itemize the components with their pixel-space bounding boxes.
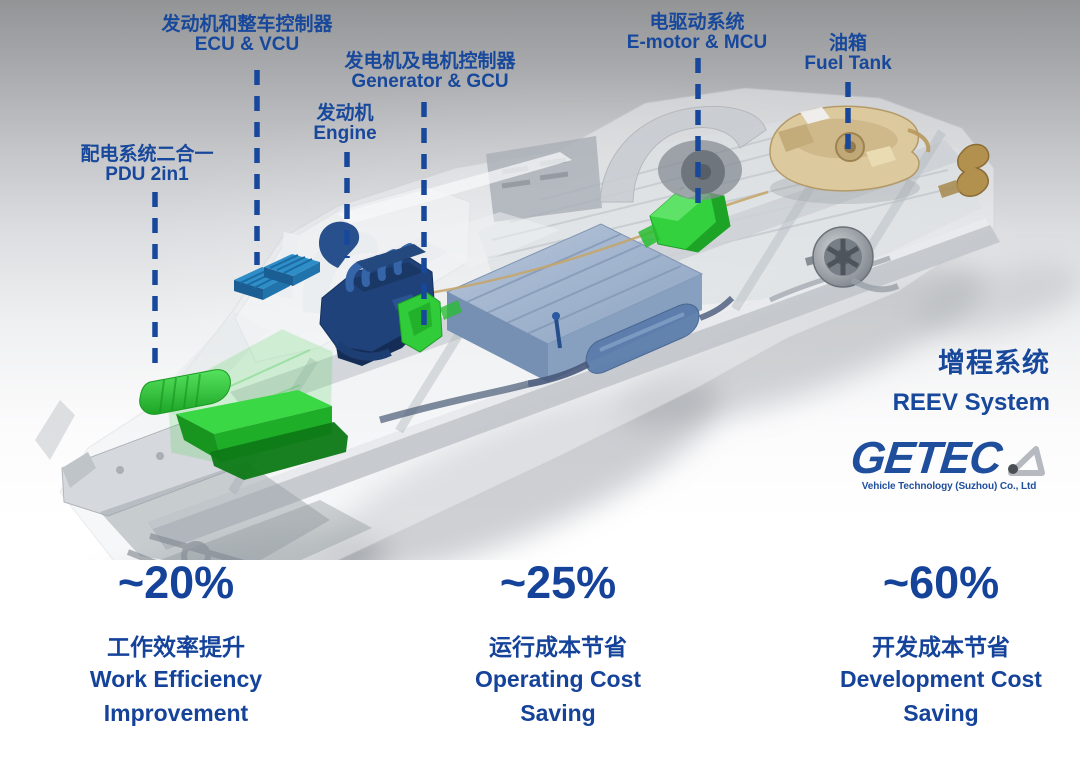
stat-work-efficiency-en1: Work Efficiency xyxy=(89,666,263,692)
callout-engine-zh: 发动机 xyxy=(316,103,374,124)
brake-drum xyxy=(768,226,900,303)
callout-fuel-tank-zh: 油箱 xyxy=(828,33,867,54)
stat-development-cost: ~60% 开发成本节省 Development Cost Saving xyxy=(840,558,1042,730)
logo-wordmark: GETEC xyxy=(848,432,1004,483)
callout-fuel-tank-en: Fuel Tank xyxy=(804,53,892,74)
callout-pdu-zh: 配电系统二合一 xyxy=(80,144,214,165)
stat-operating-cost-en1: Operating Cost xyxy=(474,666,642,692)
system-title-zh: 增程系统 xyxy=(938,348,1050,378)
system-title-en: REEV System xyxy=(892,389,1050,416)
fuel-tank-unit xyxy=(769,105,931,204)
stat-operating-cost-en2: Saving xyxy=(520,700,596,726)
stat-operating-cost: ~25% 运行成本节省 Operating Cost Saving xyxy=(475,558,641,730)
callout-lines xyxy=(152,58,851,373)
callout-generator-gcu: 发电机及电机控制器 Generator & GCU xyxy=(344,52,515,92)
system-title: 增程系统 REEV System xyxy=(893,348,1050,416)
callout-emotor-mcu: 电驱动系统 E-motor & MCU xyxy=(627,13,767,53)
logo-swoosh-icon xyxy=(1008,446,1046,476)
logo-subtitle: Vehicle Technology (Suzhou) Co., Ltd xyxy=(861,481,1037,492)
stat-work-efficiency-zh: 工作效率提升 xyxy=(106,634,245,660)
stat-development-cost-value: ~60% xyxy=(882,557,1000,608)
tow-hook xyxy=(938,143,990,198)
stat-work-efficiency: ~20% 工作效率提升 Work Efficiency Improvement xyxy=(90,558,262,730)
callout-emotor-mcu-zh: 电驱动系统 xyxy=(649,12,745,33)
chassis-illustration xyxy=(35,58,1080,560)
ecu-vcu-boxes xyxy=(234,254,320,300)
callout-engine-en: Engine xyxy=(313,123,377,144)
getec-logo: GETEC Vehicle Technology (Suzhou) Co., L… xyxy=(844,432,1054,492)
stat-operating-cost-value: ~25% xyxy=(499,557,617,608)
callout-engine: 发动机 Engine xyxy=(313,104,376,144)
stat-development-cost-zh: 开发成本节省 xyxy=(872,634,1010,660)
callout-fuel-tank: 油箱 Fuel Tank xyxy=(804,34,891,74)
callout-generator-gcu-en: Generator & GCU xyxy=(351,71,509,92)
callout-pdu: 配电系统二合一 PDU 2in1 xyxy=(80,145,213,185)
callout-generator-gcu-zh: 发电机及电机控制器 xyxy=(344,51,516,72)
stat-work-efficiency-value: ~20% xyxy=(117,557,235,608)
callout-ecu-vcu-en: ECU & VCU xyxy=(194,34,300,55)
callout-emotor-mcu-en: E-motor & MCU xyxy=(626,32,768,53)
stat-development-cost-en1: Development Cost xyxy=(840,666,1042,692)
stat-development-cost-en2: Saving xyxy=(903,700,979,726)
callout-ecu-vcu: 发动机和整车控制器 ECU & VCU xyxy=(161,15,332,55)
callout-pdu-en: PDU 2in1 xyxy=(105,164,189,185)
stat-operating-cost-zh: 运行成本节省 xyxy=(489,634,627,660)
callout-ecu-vcu-zh: 发动机和整车控制器 xyxy=(161,14,333,35)
stat-work-efficiency-en2: Improvement xyxy=(103,700,249,726)
pdu-unit xyxy=(139,369,348,480)
